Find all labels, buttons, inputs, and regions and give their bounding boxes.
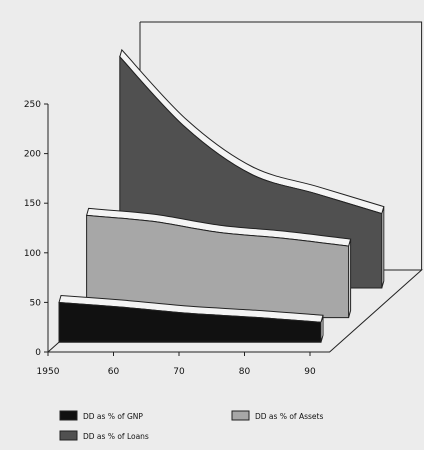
legend: DD as % of GNP DD as % of Assets DD as % o…: [59, 410, 323, 441]
y-tick-label: 150: [24, 199, 41, 209]
series-assets-area: [86, 214, 350, 319]
x-axis-tick-labels: 1950 60 70 80 90: [37, 352, 316, 377]
legend-item-loans: DD as % of Loans: [59, 430, 149, 441]
x-tick-label: 1950: [37, 367, 60, 377]
y-tick-label: 50: [30, 298, 42, 308]
legend-label: DD as % of Assets: [255, 412, 323, 421]
x-tick-label: 70: [173, 367, 185, 377]
legend-label: DD as % of GNP: [83, 412, 143, 421]
series-assets: [85, 207, 352, 319]
x-tick-label: 80: [239, 367, 251, 377]
y-tick-label: 200: [24, 150, 41, 160]
y-axis-tick-labels: 0 50 100 150 200 250: [24, 100, 48, 358]
legend-label: DD as % of Loans: [83, 432, 149, 441]
back-wall: [140, 21, 423, 270]
y-tick-label: 0: [35, 348, 41, 358]
series-gnp: [58, 294, 324, 343]
x-tick-label: 90: [304, 367, 316, 377]
series-ribbons: [58, 48, 385, 343]
legend-item-gnp: DD as % of GNP: [59, 410, 143, 421]
x-tick-label: 60: [108, 367, 120, 377]
y-tick-label: 100: [24, 249, 41, 259]
legend-swatch: [59, 430, 78, 441]
legend-item-assets: DD as % of Assets: [231, 410, 323, 421]
y-tick-label: 250: [24, 100, 41, 110]
series-gnp-area: [58, 301, 322, 343]
legend-swatch: [231, 410, 250, 421]
legend-swatch: [59, 410, 78, 421]
